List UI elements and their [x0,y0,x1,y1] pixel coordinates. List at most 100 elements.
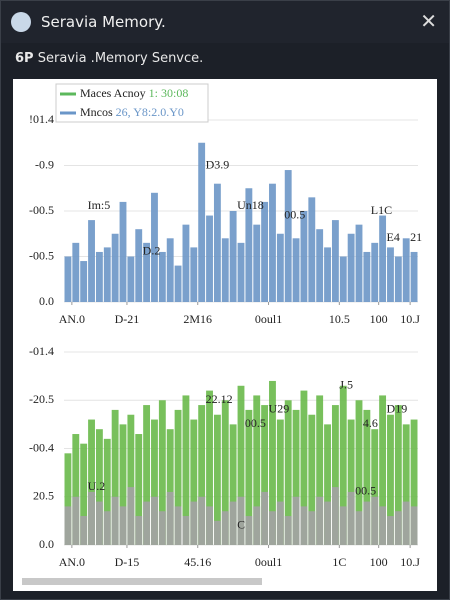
legend-label: Maces Acnoy 1: 30:08 [80,86,188,100]
bar [135,434,143,545]
bar [402,238,410,302]
close-button[interactable]: ✕ [420,9,437,33]
legend-label: Mncos 26, Y8:2.0.Y0 [80,105,184,119]
bar [371,496,379,545]
bar [284,400,292,545]
bar [206,390,213,545]
y-tick-label: !01.4 [29,112,54,126]
bar [379,215,387,302]
bar [269,183,276,302]
bar [72,496,80,545]
bar [324,247,331,302]
bar [371,242,379,302]
bar [182,395,190,545]
scrollbar[interactable] [22,578,262,585]
bar [182,224,190,302]
x-tick-label: 1C [332,555,346,569]
bar [88,419,95,545]
bar [127,487,135,545]
bar [151,419,158,545]
bar [103,247,111,302]
bar [300,211,308,302]
annotation: D3.9 [206,157,230,171]
annotation: 00.5 [245,416,266,430]
bar [198,496,206,545]
bar [300,390,308,545]
annotation: 22.12 [206,392,233,406]
bar [151,192,158,302]
bar [261,201,269,302]
annotation: D19 [387,402,408,416]
bar [119,424,127,545]
bar [355,511,363,545]
bar [331,487,339,545]
bar [331,220,339,302]
bar [95,251,103,302]
bar [261,405,269,545]
bar [355,224,363,302]
bar [95,429,103,545]
bar [410,419,418,545]
bar [80,261,88,302]
bar [80,516,88,545]
bar [308,511,316,545]
x-tick-label: AN.0 [59,555,85,569]
bar [402,501,410,545]
bar [111,409,119,545]
bar [394,256,402,302]
bar [158,511,166,545]
x-tick-label: 0oul1 [255,555,282,569]
bar [339,256,347,302]
bar [308,414,316,545]
bar [245,409,253,545]
bar [221,511,229,545]
bar [127,256,135,302]
bar [221,238,229,302]
bar [324,424,331,545]
title-bar: Seravia Memory. ✕ [1,1,449,43]
bar [276,233,284,302]
y-tick-label: -00.5 [29,248,54,262]
x-tick-label: 10.5 [329,312,350,326]
bar [331,405,339,545]
bar [190,247,198,302]
bar [316,395,324,545]
bar [276,419,284,545]
bar [284,516,292,545]
bar [387,247,394,302]
y-tick-label: -00.4 [29,440,54,454]
bar [221,400,229,545]
y-tick-label: -0.9 [35,157,54,171]
window-title: Seravia Memory. [41,13,166,31]
bar [64,453,72,545]
annotation: U29 [269,402,290,416]
bar [237,385,245,545]
bar [143,405,151,545]
bar [174,409,182,545]
bar [284,170,292,302]
x-tick-label: 100 [370,312,388,326]
annotation: Un18 [237,198,264,212]
bar [206,215,213,302]
bar [213,520,221,545]
bar [88,220,95,302]
x-tick-label: 100 [370,555,388,569]
annotation: 00.5 [355,484,376,498]
app-icon [11,12,31,32]
subtitle-icon: 6P [15,51,34,66]
x-tick-label: 10.J [400,555,420,569]
annotation: U.2 [88,479,106,493]
annotation: Im:5 [88,198,111,212]
bar [410,251,418,302]
bar [261,491,269,545]
annotation: E4 [387,230,400,244]
x-tick-label: 0oul1 [255,312,282,326]
legend-detail: 26, Y8:2.0.Y0 [116,105,184,119]
y-tick-label: 0.0 [39,294,54,308]
bar [269,380,276,545]
bar [379,395,387,545]
bar [143,242,151,302]
x-tick-label: D-21 [115,312,140,326]
legend-name: Mncos [80,105,113,119]
